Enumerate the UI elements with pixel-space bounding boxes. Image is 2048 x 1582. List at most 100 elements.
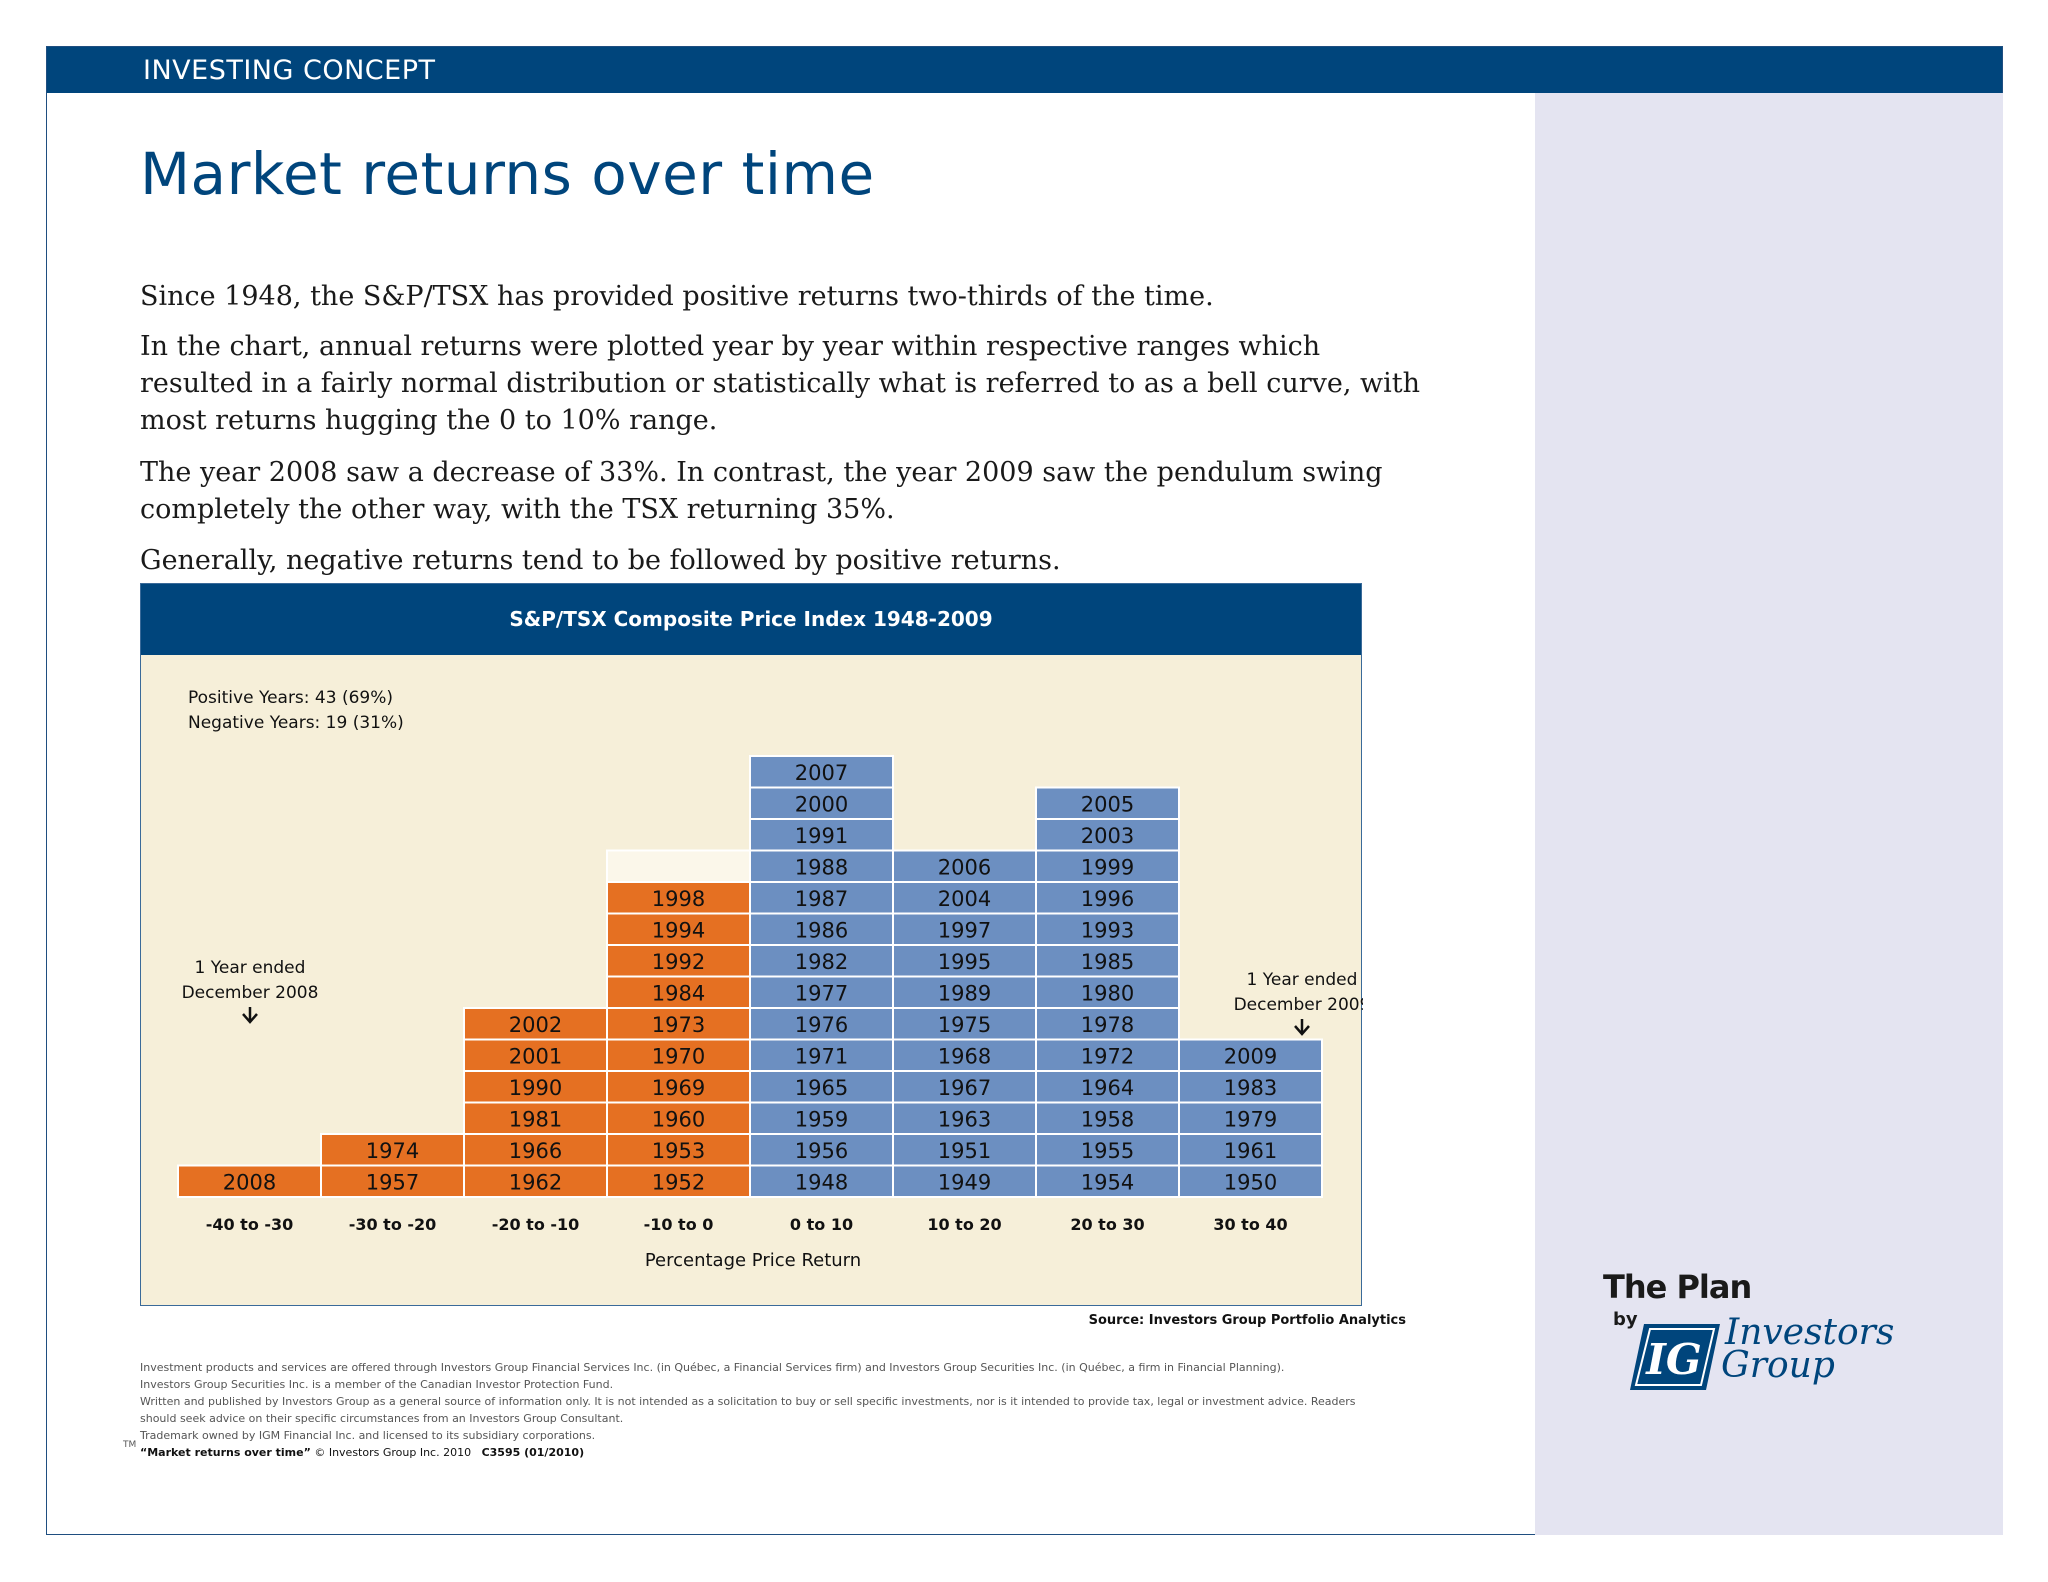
year-label-2000: 2000 — [795, 792, 848, 816]
trademark-symbol: TM — [123, 1440, 137, 1450]
year-label-1966: 1966 — [509, 1139, 562, 1163]
paragraph-2: In the chart, annual returns were plotte… — [140, 331, 1421, 436]
logo-plan-text: The Plan — [1603, 1268, 1752, 1306]
annotation-2008-line2: December 2008 — [182, 983, 319, 1003]
investors-group-logo: The Plan by IG Investors Group — [1603, 1268, 1923, 1393]
year-label-1995: 1995 — [938, 950, 991, 974]
year-cell-1980 — [1035, 975, 1180, 1009]
year-label-1981: 1981 — [509, 1107, 562, 1131]
year-label-1955: 1955 — [1081, 1139, 1134, 1163]
year-label-1997: 1997 — [938, 918, 991, 942]
logo-mark-text: IG — [1645, 1335, 1702, 1384]
year-cell-2007 — [749, 755, 894, 789]
year-label-2006: 2006 — [938, 855, 991, 879]
category-label: -20 to -10 — [492, 1215, 580, 1234]
year-cell-1995 — [892, 944, 1037, 978]
year-cell-1999 — [1035, 849, 1180, 883]
year-cell-1964 — [1035, 1070, 1180, 1104]
category-label: -30 to -20 — [349, 1215, 437, 1234]
year-cell-1966 — [463, 1133, 608, 1167]
year-cell-1953 — [606, 1133, 751, 1167]
year-cell-1952 — [606, 1164, 751, 1198]
year-label-1950: 1950 — [1224, 1170, 1277, 1194]
year-label-1992: 1992 — [652, 950, 705, 974]
year-label-2002: 2002 — [509, 1013, 562, 1037]
copyright-title: “Market returns over time” — [140, 1446, 311, 1459]
year-label-2004: 2004 — [938, 887, 991, 911]
paragraph-1: Since 1948, the S&P/TSX has provided pos… — [140, 281, 1214, 312]
year-label-1969: 1969 — [652, 1076, 705, 1100]
year-label-1951: 1951 — [938, 1139, 991, 1163]
year-cell-2009 — [1178, 1038, 1323, 1072]
annotation-2009: 1 Year ended December 2009 — [1234, 970, 1363, 1036]
positive-years-stat: Positive Years: 43 (69%) — [188, 688, 393, 708]
year-label-1985: 1985 — [1081, 950, 1134, 974]
year-label-1952: 1952 — [652, 1170, 705, 1194]
chart-source: Source: Investors Group Portfolio Analyt… — [1088, 1313, 1406, 1328]
year-label-1971: 1971 — [795, 1044, 848, 1068]
arrow-down-icon — [242, 1007, 258, 1024]
publication-code: C3595 (01/2010) — [481, 1446, 585, 1459]
year-cell-2005 — [1035, 786, 1180, 820]
year-cell-1982 — [749, 944, 894, 978]
page-title: Market returns over time — [140, 140, 875, 208]
year-label-2003: 2003 — [1081, 824, 1134, 848]
year-label-1960: 1960 — [652, 1107, 705, 1131]
year-cell-1951 — [892, 1133, 1037, 1167]
year-label-1990: 1990 — [509, 1076, 562, 1100]
disclaimer-line-1: Investment products and services are off… — [140, 1361, 1285, 1374]
year-label-1974: 1974 — [366, 1139, 419, 1163]
year-label-1988: 1988 — [795, 855, 848, 879]
year-label-1998: 1998 — [652, 887, 705, 911]
year-label-1973: 1973 — [652, 1013, 705, 1037]
year-label-1976: 1976 — [795, 1013, 848, 1037]
year-label-1967: 1967 — [938, 1076, 991, 1100]
category-label: 10 to 20 — [927, 1215, 1001, 1234]
year-label-2008: 2008 — [223, 1170, 276, 1194]
year-label-1986: 1986 — [795, 918, 848, 942]
empty-cell — [606, 849, 751, 883]
year-cell-2003 — [1035, 818, 1180, 852]
year-label-1994: 1994 — [652, 918, 705, 942]
year-cell-1983 — [1178, 1070, 1323, 1104]
year-label-1977: 1977 — [795, 981, 848, 1005]
year-cell-1996 — [1035, 881, 1180, 915]
banner-label: INVESTING CONCEPT — [143, 55, 436, 86]
year-label-1996: 1996 — [1081, 887, 1134, 911]
year-cell-1978 — [1035, 1007, 1180, 1041]
category-label: 0 to 10 — [790, 1215, 853, 1234]
year-cell-1992 — [606, 944, 751, 978]
year-label-1993: 1993 — [1081, 918, 1134, 942]
year-label-1954: 1954 — [1081, 1170, 1134, 1194]
year-cell-1959 — [749, 1101, 894, 1135]
year-label-1958: 1958 — [1081, 1107, 1134, 1131]
year-cell-1960 — [606, 1101, 751, 1135]
year-label-2001: 2001 — [509, 1044, 562, 1068]
year-cell-1949 — [892, 1164, 1037, 1198]
annotation-2008-line1: 1 Year ended — [195, 958, 306, 978]
year-label-1962: 1962 — [509, 1170, 562, 1194]
year-label-1949: 1949 — [938, 1170, 991, 1194]
year-cell-1961 — [1178, 1133, 1323, 1167]
year-cell-1957 — [320, 1164, 465, 1198]
year-label-1968: 1968 — [938, 1044, 991, 1068]
year-label-1989: 1989 — [938, 981, 991, 1005]
year-cell-1979 — [1178, 1101, 1323, 1135]
year-cell-1998 — [606, 881, 751, 915]
copyright-notice: © Investors Group Inc. 2010 — [314, 1446, 472, 1459]
disclaimer-line-2: Investors Group Securities Inc. is a mem… — [140, 1378, 614, 1391]
year-label-1963: 1963 — [938, 1107, 991, 1131]
year-label-1991: 1991 — [795, 824, 848, 848]
year-cell-1990 — [463, 1070, 608, 1104]
year-label-1975: 1975 — [938, 1013, 991, 1037]
year-label-1972: 1972 — [1081, 1044, 1134, 1068]
annotation-2009-line2: December 2009 — [1234, 995, 1363, 1015]
negative-years-stat: Negative Years: 19 (31%) — [188, 713, 404, 733]
year-label-1956: 1956 — [795, 1139, 848, 1163]
year-label-1957: 1957 — [366, 1170, 419, 1194]
year-cell-1987 — [749, 881, 894, 915]
year-cell-1986 — [749, 912, 894, 946]
annotation-2008: 1 Year ended December 2008 — [182, 958, 319, 1024]
category-label: -40 to -30 — [206, 1215, 294, 1234]
histogram-chart: 2008 -40 to -30 1957 1974 -30 to -20 1962 1966… — [177, 688, 1363, 1271]
